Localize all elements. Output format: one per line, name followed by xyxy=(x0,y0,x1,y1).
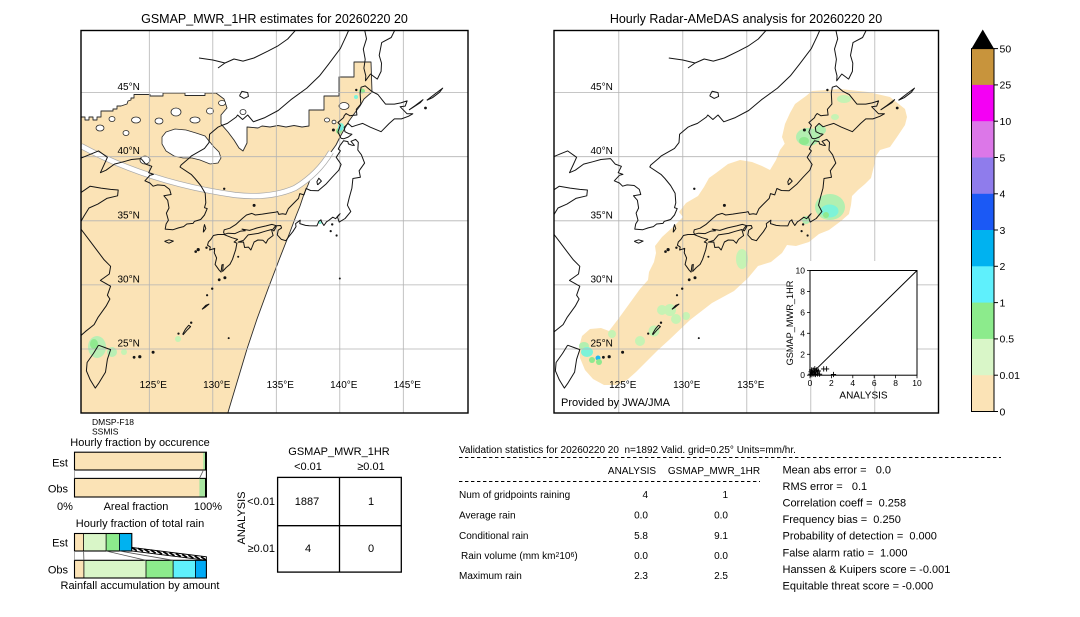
svg-text:Hourly fraction by occurence: Hourly fraction by occurence xyxy=(70,437,209,449)
svg-text:GSMAP_MWR_1HR: GSMAP_MWR_1HR xyxy=(668,466,760,477)
svg-text:Rainfall accumulation by amoun: Rainfall accumulation by amount xyxy=(61,580,220,592)
svg-text:ANALYSIS: ANALYSIS xyxy=(236,492,248,545)
svg-text:Obs: Obs xyxy=(48,484,69,496)
svg-text:Hourly fraction of total rain: Hourly fraction of total rain xyxy=(76,518,204,530)
svg-text:Rain volume (mm km2106): Rain volume (mm km2106) xyxy=(461,551,578,562)
svg-text:45°N: 45°N xyxy=(118,82,140,93)
svg-text:5.8: 5.8 xyxy=(634,531,648,542)
svg-text:DMSP-F18: DMSP-F18 xyxy=(92,417,134,427)
svg-text:Validation statistics for 2026: Validation statistics for 20260220 20 n=… xyxy=(459,445,796,456)
svg-text:ANALYSIS: ANALYSIS xyxy=(839,391,887,402)
svg-text:2.3: 2.3 xyxy=(634,571,648,582)
svg-text:8: 8 xyxy=(893,378,898,388)
svg-text:Provided by JWA/JMA: Provided by JWA/JMA xyxy=(561,397,671,409)
svg-text:4: 4 xyxy=(800,328,805,338)
svg-text:0.5: 0.5 xyxy=(1000,334,1015,346)
svg-text:2: 2 xyxy=(1000,261,1006,273)
svg-text:4: 4 xyxy=(642,490,648,501)
svg-text:GSMAP_MWR_1HR: GSMAP_MWR_1HR xyxy=(785,280,795,365)
svg-text:25: 25 xyxy=(1000,80,1012,92)
svg-text:4: 4 xyxy=(305,543,311,555)
svg-text:145°E: 145°E xyxy=(394,380,422,391)
svg-text:Probability of detection = 0.: Probability of detection = 0.000 xyxy=(783,531,937,543)
svg-text:1: 1 xyxy=(1000,297,1006,309)
svg-text:4: 4 xyxy=(850,378,855,388)
svg-text:1: 1 xyxy=(722,490,728,501)
svg-text:25°N: 25°N xyxy=(591,339,613,350)
svg-text:≥0.01: ≥0.01 xyxy=(248,543,275,555)
svg-text:2: 2 xyxy=(800,349,805,359)
svg-text:<0.01: <0.01 xyxy=(294,461,322,473)
svg-text:Num of gridpoints raining: Num of gridpoints raining xyxy=(459,490,570,501)
svg-text:Est: Est xyxy=(52,538,68,550)
svg-text:1: 1 xyxy=(368,496,374,508)
svg-text:0.01: 0.01 xyxy=(1000,370,1021,382)
svg-text:GSMAP_MWR_1HR: GSMAP_MWR_1HR xyxy=(288,446,390,458)
svg-text:135°E: 135°E xyxy=(267,380,295,391)
svg-text:RMS error = 0.1: RMS error = 0.1 xyxy=(783,481,868,493)
svg-text:135°E: 135°E xyxy=(737,380,765,391)
svg-text:≥0.01: ≥0.01 xyxy=(357,461,384,473)
svg-text:Maximum rain: Maximum rain xyxy=(459,571,522,582)
svg-text:0.0: 0.0 xyxy=(714,511,728,522)
svg-text:140°E: 140°E xyxy=(330,380,358,391)
svg-text:Areal fraction: Areal fraction xyxy=(104,501,169,513)
svg-text:45°N: 45°N xyxy=(591,82,613,93)
svg-text:100%: 100% xyxy=(194,501,222,513)
svg-text:Conditional rain: Conditional rain xyxy=(459,531,529,542)
svg-text:0: 0 xyxy=(368,543,374,555)
svg-text:2: 2 xyxy=(829,378,834,388)
svg-text:2.5: 2.5 xyxy=(714,571,728,582)
svg-text:0: 0 xyxy=(808,378,813,388)
svg-text:ANALYSIS: ANALYSIS xyxy=(608,466,656,477)
svg-text:10: 10 xyxy=(912,378,922,388)
svg-text:3: 3 xyxy=(1000,225,1006,237)
svg-text:130°E: 130°E xyxy=(673,380,701,391)
svg-text:40°N: 40°N xyxy=(591,146,613,157)
svg-text:1887: 1887 xyxy=(295,496,319,508)
svg-text:5: 5 xyxy=(1000,152,1006,164)
svg-text:25°N: 25°N xyxy=(118,339,140,350)
svg-text:Equitable threat score = -0.00: Equitable threat score = -0.000 xyxy=(783,581,934,593)
svg-text:130°E: 130°E xyxy=(203,380,231,391)
svg-text:35°N: 35°N xyxy=(591,210,613,221)
svg-text:Average rain: Average rain xyxy=(459,511,516,522)
svg-text:40°N: 40°N xyxy=(118,146,140,157)
svg-text:125°E: 125°E xyxy=(140,380,168,391)
svg-text:10: 10 xyxy=(796,266,806,276)
svg-text:False alarm ratio = 1.000: False alarm ratio = 1.000 xyxy=(783,547,908,559)
svg-text:9.1: 9.1 xyxy=(714,531,728,542)
svg-text:GSMAP_MWR_1HR estimates for 20: GSMAP_MWR_1HR estimates for 20260220 20 xyxy=(141,12,408,26)
svg-text:0: 0 xyxy=(1000,406,1006,418)
svg-text:10: 10 xyxy=(1000,116,1012,128)
svg-text:6: 6 xyxy=(800,307,805,317)
svg-text:30°N: 30°N xyxy=(118,274,140,285)
svg-text:35°N: 35°N xyxy=(118,210,140,221)
svg-text:Obs: Obs xyxy=(48,565,69,577)
svg-text:Correlation coeff = 0.258: Correlation coeff = 0.258 xyxy=(783,498,907,510)
svg-text:0%: 0% xyxy=(57,501,73,513)
svg-text:30°N: 30°N xyxy=(591,274,613,285)
svg-text:50: 50 xyxy=(1000,43,1012,55)
svg-text:0.0: 0.0 xyxy=(714,551,728,562)
svg-text:0: 0 xyxy=(800,370,805,380)
svg-text:0.0: 0.0 xyxy=(634,511,648,522)
svg-text:125°E: 125°E xyxy=(609,380,637,391)
svg-text:Frequency bias = 0.250: Frequency bias = 0.250 xyxy=(783,514,901,526)
svg-text:Est: Est xyxy=(52,458,68,470)
svg-text:SSMIS: SSMIS xyxy=(92,427,119,437)
svg-text:8: 8 xyxy=(800,286,805,296)
svg-text:Mean abs error = 0.0: Mean abs error = 0.0 xyxy=(783,464,892,476)
svg-text:4: 4 xyxy=(1000,189,1006,201)
svg-text:Hourly Radar-AMeDAS analysis f: Hourly Radar-AMeDAS analysis for 2026022… xyxy=(610,12,882,26)
svg-text:<0.01: <0.01 xyxy=(247,496,275,508)
svg-text:0.0: 0.0 xyxy=(634,551,648,562)
svg-text:Hanssen & Kuipers score = -0.0: Hanssen & Kuipers score = -0.001 xyxy=(783,564,951,576)
svg-text:6: 6 xyxy=(872,378,877,388)
